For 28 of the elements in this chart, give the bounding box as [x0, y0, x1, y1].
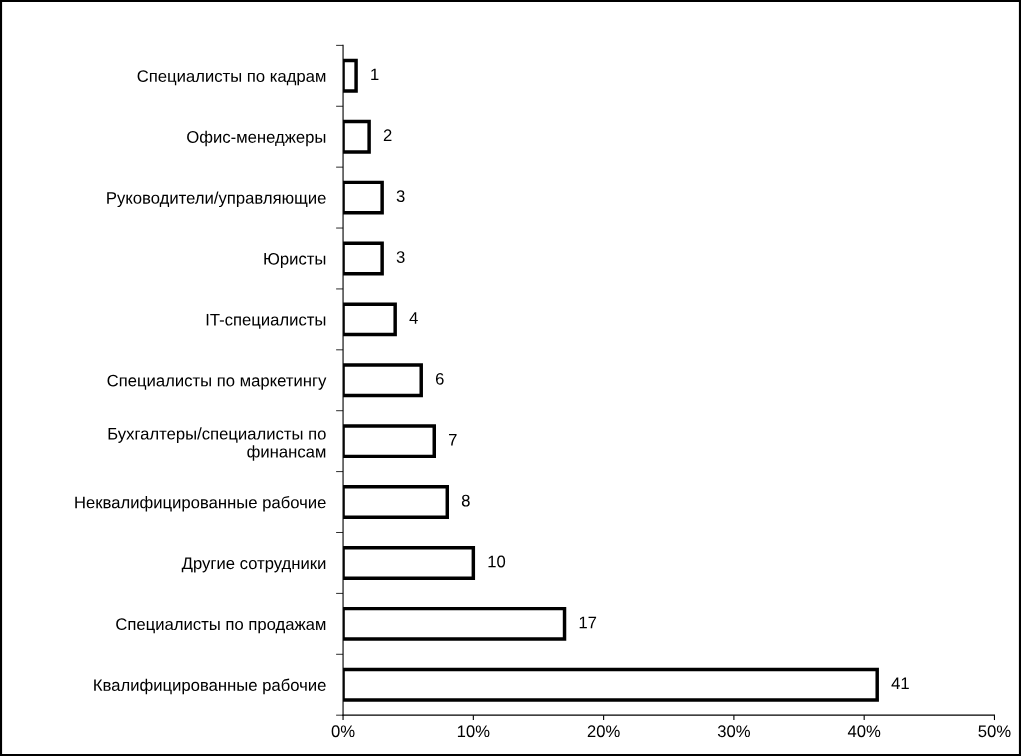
data-label: 6	[435, 372, 444, 385]
y-tick-label: Специалисты по маркетингу	[107, 374, 327, 390]
data-label: 41	[891, 677, 909, 690]
y-tick-label: Другие сотрудники	[181, 557, 326, 573]
data-label: 1	[371, 68, 379, 81]
data-label: 7	[448, 434, 457, 446]
data-label: 10	[488, 555, 506, 568]
y-tick-label: Квалифицированные рабочие	[94, 678, 326, 695]
y-tick-label: IT-специалисты	[206, 313, 326, 329]
data-label: 3	[396, 190, 405, 203]
x-tick-label: 0%	[331, 725, 355, 738]
y-tick-label: Руководители/управляющие	[107, 191, 326, 208]
x-tick-label: 30%	[717, 725, 750, 738]
data-label: 4	[409, 312, 418, 324]
y-tick-label: Специалисты по кадрам	[137, 70, 326, 86]
x-tick-label: 20%	[587, 725, 620, 738]
data-label: 2	[383, 129, 392, 142]
y-tick-label: Юристы	[264, 252, 326, 268]
y-tick-label: Неквалифицированные рабочие	[75, 495, 326, 512]
x-tick-label: 40%	[847, 725, 881, 738]
x-tick-label: 50%	[978, 725, 1011, 738]
y-tick-label: Бухгалтеры/специалисты по финансам	[108, 427, 326, 461]
data-label: 3	[396, 251, 405, 263]
data-label: 17	[579, 616, 597, 629]
y-tick-label: Офис-менеджеры	[187, 130, 326, 147]
y-tick-label: Специалисты по продажам	[116, 618, 326, 634]
x-tick-label: 10%	[457, 725, 490, 738]
data-label: 8	[461, 494, 470, 507]
